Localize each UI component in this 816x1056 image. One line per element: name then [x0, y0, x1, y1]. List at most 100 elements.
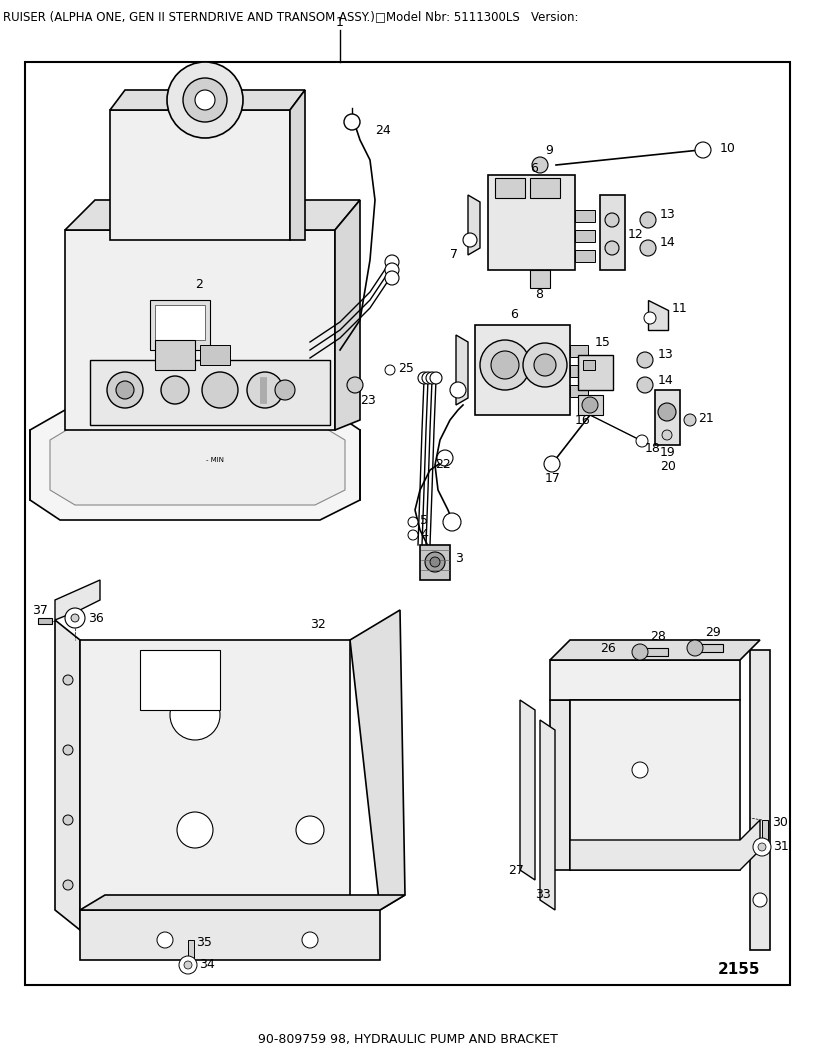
Polygon shape	[570, 700, 740, 870]
Text: 8: 8	[535, 288, 543, 302]
Polygon shape	[520, 700, 535, 880]
Polygon shape	[80, 640, 350, 930]
Circle shape	[167, 62, 243, 138]
Text: 14: 14	[660, 237, 676, 249]
Text: RUISER (ALPHA ONE, GEN II STERNDRIVE AND TRANSOM ASSY.)□Model Nbr: 5111300LS   V: RUISER (ALPHA ONE, GEN II STERNDRIVE AND…	[3, 10, 579, 23]
Circle shape	[463, 233, 477, 247]
Text: 3: 3	[455, 551, 463, 565]
Text: - MIN: - MIN	[206, 457, 224, 463]
Text: 19: 19	[660, 446, 676, 458]
Polygon shape	[488, 175, 575, 270]
Bar	[570, 345, 588, 357]
Polygon shape	[750, 650, 770, 950]
Circle shape	[684, 414, 696, 426]
Text: 11: 11	[672, 302, 688, 315]
Circle shape	[344, 114, 360, 130]
Circle shape	[65, 608, 85, 628]
Circle shape	[753, 893, 767, 907]
Circle shape	[408, 530, 418, 540]
Circle shape	[632, 762, 648, 778]
Circle shape	[302, 932, 318, 948]
Circle shape	[662, 430, 672, 440]
Circle shape	[247, 372, 283, 408]
Circle shape	[296, 816, 324, 844]
Text: 5: 5	[420, 513, 428, 527]
Text: 34: 34	[199, 959, 215, 972]
Bar	[570, 385, 588, 397]
Polygon shape	[468, 195, 480, 254]
Polygon shape	[648, 300, 668, 329]
Text: 25: 25	[398, 361, 414, 375]
Polygon shape	[600, 195, 625, 270]
Polygon shape	[50, 425, 345, 505]
Text: 23: 23	[360, 394, 375, 407]
Text: 36: 36	[88, 611, 104, 624]
Polygon shape	[570, 821, 760, 870]
Text: 2155: 2155	[717, 962, 760, 978]
Bar	[25, 62, 790, 985]
Text: 21: 21	[698, 412, 714, 425]
Text: 33: 33	[535, 888, 551, 902]
Circle shape	[636, 435, 648, 447]
Polygon shape	[550, 640, 760, 660]
Polygon shape	[65, 200, 360, 230]
Circle shape	[425, 552, 445, 572]
Bar	[583, 360, 595, 370]
Circle shape	[408, 517, 418, 527]
Circle shape	[632, 644, 648, 660]
Polygon shape	[55, 620, 80, 930]
Polygon shape	[350, 610, 405, 910]
Text: 37: 37	[32, 603, 48, 617]
Circle shape	[385, 271, 399, 285]
Circle shape	[637, 352, 653, 367]
Circle shape	[640, 212, 656, 228]
Text: 28: 28	[650, 629, 666, 642]
Circle shape	[385, 263, 399, 277]
Text: 7: 7	[450, 248, 458, 262]
Circle shape	[422, 372, 434, 384]
Text: 10: 10	[720, 142, 736, 154]
Polygon shape	[55, 580, 100, 620]
Text: 22: 22	[435, 458, 450, 471]
Bar	[155, 305, 205, 340]
Polygon shape	[80, 895, 405, 910]
Circle shape	[544, 456, 560, 472]
Polygon shape	[420, 545, 450, 580]
Bar	[640, 648, 668, 656]
Circle shape	[532, 157, 548, 173]
Circle shape	[71, 614, 79, 622]
Polygon shape	[30, 410, 360, 520]
Text: 9: 9	[545, 144, 553, 156]
Bar	[530, 178, 560, 199]
Text: 35: 35	[196, 936, 212, 948]
Text: 17: 17	[545, 471, 561, 485]
Circle shape	[63, 880, 73, 890]
Circle shape	[687, 640, 703, 656]
Polygon shape	[110, 90, 305, 110]
Bar	[188, 940, 194, 960]
Text: 1: 1	[336, 16, 344, 29]
Text: 16: 16	[575, 414, 591, 427]
Text: 32: 32	[310, 619, 326, 631]
Bar	[578, 395, 603, 415]
Circle shape	[170, 690, 220, 740]
Circle shape	[758, 843, 766, 851]
Circle shape	[437, 450, 453, 466]
Circle shape	[430, 557, 440, 567]
Circle shape	[443, 513, 461, 531]
Circle shape	[157, 932, 173, 948]
Circle shape	[637, 377, 653, 393]
Circle shape	[107, 372, 143, 408]
Text: 14: 14	[658, 374, 674, 386]
Bar	[530, 270, 550, 288]
Text: 13: 13	[658, 348, 674, 361]
Bar	[570, 365, 588, 377]
Circle shape	[202, 372, 238, 408]
Circle shape	[177, 812, 213, 848]
Polygon shape	[475, 325, 570, 415]
Circle shape	[450, 382, 466, 398]
Polygon shape	[65, 230, 335, 430]
Circle shape	[184, 961, 192, 969]
Bar	[578, 355, 613, 390]
Text: 29: 29	[705, 625, 721, 639]
